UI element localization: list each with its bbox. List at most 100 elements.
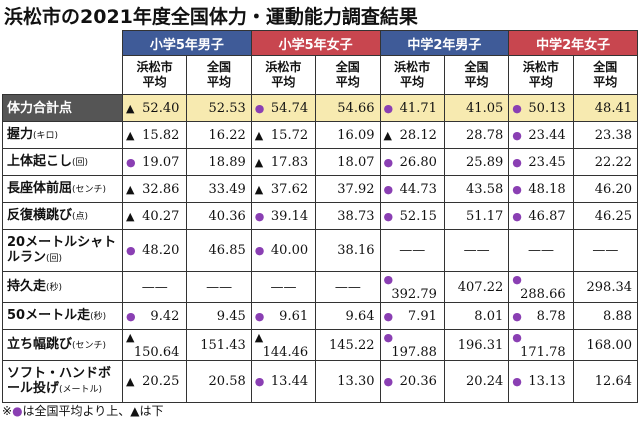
footnote-prefix: ※ [2,404,13,418]
marker: ● [126,309,136,323]
value: 41.71 [399,100,437,116]
row-label: ソフト・ハンドボール投げ(メートル) [2,360,123,403]
national-cell: 12.64 [572,360,639,403]
marker: ● [383,155,394,169]
row-label: 持久走(秒) [2,271,123,303]
row-label-text: 上体起こし [7,153,73,169]
hamamatsu-cell: —— [121,271,188,303]
value: 19.07 [142,154,180,170]
marker: ▲ [254,128,264,142]
value: 52.15 [399,208,437,224]
value: 20.25 [142,374,180,389]
marker: ● [126,155,136,169]
footnote: ※●は全国平均より上、▲は下 [2,402,164,419]
national-cell: 20.58 [186,360,252,403]
value: 44.73 [399,181,437,197]
subheader: 全国 平均 [572,55,639,95]
hamamatsu-cell: ● 9.61 [250,302,317,330]
value: 15.82 [142,127,180,143]
national-cell: —— [186,271,252,303]
hamamatsu-cell: ● 23.45 [508,148,574,176]
value: 46.87 [528,208,566,224]
national-cell: 298.34 [572,271,639,303]
row-label-text: 長座体前屈 [7,180,73,196]
value: 13.44 [270,374,309,389]
national-cell: 196.31 [443,329,510,361]
row-label-text: 20メートルシャトルラン [7,234,117,265]
hamamatsu-cell: ● 7.91 [379,302,445,330]
national-cell: 18.89 [186,148,252,176]
marker: ● [254,101,265,115]
row-unit: (キロ) [33,130,59,141]
row-label: 20メートルシャトルラン(回) [2,229,123,272]
marker: ▲ [254,155,264,169]
corner [2,30,123,95]
marker: ▲ [383,128,392,142]
marker: ▲ [126,182,135,196]
value: 26.80 [399,154,437,170]
row-unit: (秒) [90,311,107,322]
footnote-text: は全国平均より上、▲は下 [22,404,164,418]
hamamatsu-cell: ● 50.13 [508,94,574,122]
value: 23.44 [528,127,566,143]
subheader: 全国 平均 [186,55,252,95]
value: 144.46 [262,345,309,360]
value: —— [270,279,297,295]
row-label: 上体起こし(回) [2,148,123,176]
value: 9.61 [279,308,309,324]
national-cell: 168.00 [572,329,639,361]
hamamatsu-cell: ● 52.15 [379,202,445,230]
hamamatsu-cell: ▲ 32.86 [121,175,188,203]
hamamatsu-cell: ● 26.80 [379,148,445,176]
value: 54.74 [270,100,309,116]
row-unit: (回) [72,157,89,168]
value: —— [141,279,168,295]
national-cell: 43.58 [443,175,510,203]
national-cell: 38.16 [315,229,381,272]
data-row: 立ち幅跳び(センチ) ▲ 150.64 151.43 ▲ 144.46 145.22 ● 197… [2,329,639,361]
row-label: 反復横跳び(点) [2,202,123,230]
national-cell: —— [443,229,510,272]
marker: ▲ [126,375,135,388]
hamamatsu-cell: ● 23.44 [508,121,574,149]
value: 28.12 [399,127,437,143]
national-cell: 407.22 [443,271,510,303]
value: 288.66 [520,287,566,302]
data-row: 20メートルシャトルラン(回) ● 48.20 46.85 ● 40.00 38.16 —— —… [2,229,639,272]
hamamatsu-cell: ● 20.36 [379,360,445,403]
marker: ● [254,309,265,323]
marker: ● [512,182,522,196]
group-header: 中学2年男子 [379,30,510,56]
national-cell: 25.89 [443,148,510,176]
hamamatsu-cell: ● 9.42 [121,302,188,330]
hamamatsu-cell: ● 40.00 [250,229,317,272]
value: 150.64 [133,345,180,360]
hamamatsu-cell: ▲ 37.62 [250,175,317,203]
data-row: 持久走(秒) —— —— —— —— ● 392.79 407.22 ● 288.66 298.34 [2,271,639,303]
data-row: 体力合計点 ▲ 52.40 52.53 ● 54.74 54.66 ● 41.71 41.05 ● 5… [2,94,639,122]
national-cell: 41.05 [443,94,510,122]
national-cell: 18.07 [315,148,381,176]
national-cell: 9.64 [315,302,381,330]
marker: ● [512,273,522,286]
data-row: 50メートル走(秒) ● 9.42 9.45 ● 9.61 9.64 ● 7.91 8.01 ● 8.… [2,302,639,330]
subheader: 浜松市 平均 [508,55,574,95]
marker: ▲ [126,331,135,344]
data-row: 上体起こし(回) ● 19.07 18.89 ▲ 17.83 18.07 ● 26.80 25.8… [2,148,639,176]
row-label: 長座体前屈(センチ) [2,175,123,203]
hamamatsu-cell: ● 54.74 [250,94,317,122]
marker: ● [512,331,522,344]
hamamatsu-cell: ● 197.88 [379,329,445,361]
row-unit: (点) [72,211,89,222]
row-label-text: 立ち幅跳び [7,336,73,352]
row-label-text: 反復横跳び [7,207,73,223]
hamamatsu-cell: ▲ 40.27 [121,202,188,230]
hamamatsu-cell: ● 48.18 [508,175,574,203]
hamamatsu-cell: ● 48.20 [121,229,188,272]
value: 52.40 [142,100,180,116]
subheader: 全国 平均 [443,55,510,95]
value: 20.36 [399,374,437,389]
title: 浜松市の2021年度全国体力・運動能力調査結果 [4,6,418,28]
value: 7.91 [407,308,437,324]
national-cell: 51.17 [443,202,510,230]
